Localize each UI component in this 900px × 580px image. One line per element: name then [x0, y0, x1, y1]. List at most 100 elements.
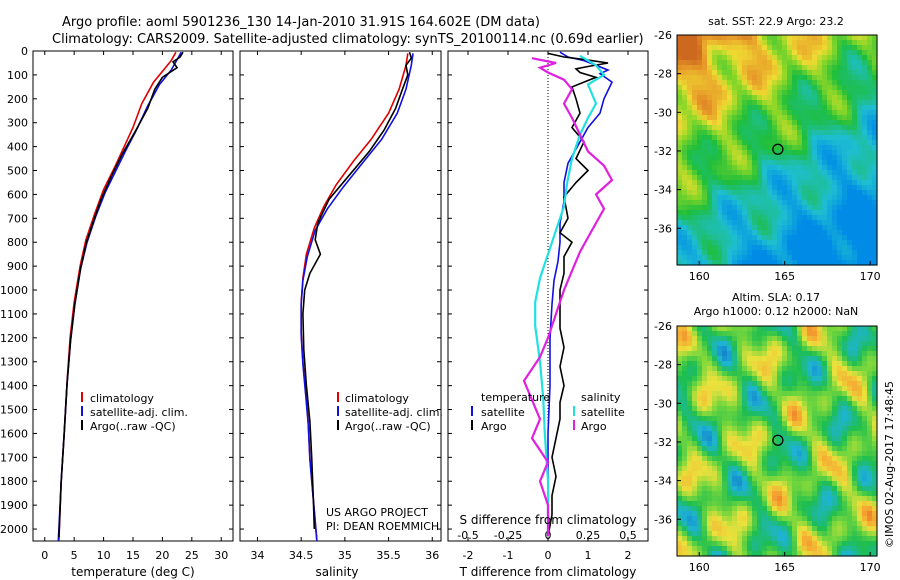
- heatmap-cell: [727, 225, 733, 231]
- heatmap-cell: [787, 85, 793, 91]
- heatmap-cell: [752, 250, 758, 256]
- heatmap-cell: [737, 546, 743, 552]
- heatmap-cell: [797, 180, 803, 186]
- heatmap-cell: [727, 235, 733, 241]
- heatmap-cell: [682, 80, 688, 86]
- heatmap-cell: [767, 115, 773, 121]
- heatmap-cell: [722, 50, 728, 56]
- heatmap-cell: [767, 391, 773, 397]
- heatmap-cell: [712, 541, 718, 547]
- heatmap-cell: [702, 356, 708, 362]
- heatmap-cell: [847, 160, 853, 166]
- heatmap-cell: [787, 50, 793, 56]
- heatmap-cell: [762, 326, 768, 332]
- heatmap-cell: [722, 180, 728, 186]
- heatmap-cell: [687, 371, 693, 377]
- heatmap-cell: [752, 95, 758, 101]
- heatmap-cell: [822, 461, 828, 467]
- heatmap-cell: [812, 481, 818, 487]
- heatmap-cell: [822, 516, 828, 522]
- heatmap-cell: [742, 70, 748, 76]
- heatmap-cell: [747, 486, 753, 492]
- heatmap-cell: [707, 40, 713, 46]
- heatmap-cell: [832, 135, 838, 141]
- heatmap-cell: [807, 65, 813, 71]
- heatmap-cell: [707, 60, 713, 66]
- heatmap-cell: [742, 215, 748, 221]
- heatmap-cell: [852, 426, 858, 432]
- heatmap-cell: [727, 451, 733, 457]
- heatmap-cell: [767, 366, 773, 372]
- heatmap-cell: [777, 90, 783, 96]
- heatmap-cell: [867, 431, 873, 437]
- heatmap-cell: [697, 40, 703, 46]
- heatmap-cell: [767, 506, 773, 512]
- heatmap-cell: [822, 401, 828, 407]
- heatmap-cell: [797, 486, 803, 492]
- heatmap-cell: [677, 80, 683, 86]
- heatmap-cell: [737, 441, 743, 447]
- heatmap-cell: [802, 180, 808, 186]
- heatmap-cell: [837, 115, 843, 121]
- heatmap-cell: [802, 471, 808, 477]
- heatmap-cell: [717, 115, 723, 121]
- heatmap-cell: [847, 150, 853, 156]
- heatmap-cell: [837, 526, 843, 532]
- heatmap-cell: [802, 456, 808, 462]
- heatmap-cell: [732, 466, 738, 472]
- heatmap-cell: [782, 115, 788, 121]
- heatmap-cell: [832, 331, 838, 337]
- heatmap-cell: [802, 65, 808, 71]
- heatmap-cell: [782, 511, 788, 517]
- heatmap-cell: [697, 341, 703, 347]
- heatmap-cell: [797, 341, 803, 347]
- heatmap-cell: [712, 75, 718, 81]
- heatmap-cell: [702, 341, 708, 347]
- heatmap-cell: [697, 396, 703, 402]
- heatmap-cell: [757, 230, 763, 236]
- heatmap-cell: [737, 100, 743, 106]
- heatmap-cell: [762, 260, 768, 266]
- heatmap-cell: [852, 506, 858, 512]
- heatmap-cell: [707, 401, 713, 407]
- heatmap-cell: [747, 220, 753, 226]
- heatmap-cell: [732, 185, 738, 191]
- heatmap-cell: [727, 45, 733, 51]
- heatmap-cell: [687, 55, 693, 61]
- heatmap-cell: [767, 346, 773, 352]
- heatmap-cell: [752, 240, 758, 246]
- heatmap-cell: [712, 215, 718, 221]
- heatmap-cell: [797, 386, 803, 392]
- heatmap-cell: [762, 130, 768, 136]
- heatmap-cell: [707, 411, 713, 417]
- heatmap-cell: [847, 436, 853, 442]
- heatmap-cell: [787, 135, 793, 141]
- heatmap-cell: [787, 235, 793, 241]
- heatmap-cell: [747, 411, 753, 417]
- heatmap-cell: [817, 225, 823, 231]
- heatmap-cell: [777, 175, 783, 181]
- heatmap-cell: [692, 175, 698, 181]
- heatmap-cell: [762, 551, 768, 557]
- heatmap-cell: [787, 411, 793, 417]
- heatmap-cell: [832, 105, 838, 111]
- heatmap-cell: [842, 110, 848, 116]
- heatmap-cell: [692, 95, 698, 101]
- heatmap-cell: [802, 411, 808, 417]
- heatmap-cell: [722, 95, 728, 101]
- heatmap-cell: [742, 65, 748, 71]
- heatmap-cell: [807, 145, 813, 151]
- heatmap-cell: [742, 100, 748, 106]
- heatmap-cell: [857, 215, 863, 221]
- heatmap-cell: [712, 195, 718, 201]
- heatmap-cell: [807, 406, 813, 412]
- heatmap-cell: [792, 110, 798, 116]
- heatmap-cell: [822, 175, 828, 181]
- heatmap-cell: [752, 225, 758, 231]
- heatmap-cell: [817, 235, 823, 241]
- heatmap-cell: [852, 451, 858, 457]
- heatmap-cell: [732, 486, 738, 492]
- heatmap-cell: [712, 150, 718, 156]
- heatmap-cell: [722, 110, 728, 116]
- heatmap-cell: [687, 175, 693, 181]
